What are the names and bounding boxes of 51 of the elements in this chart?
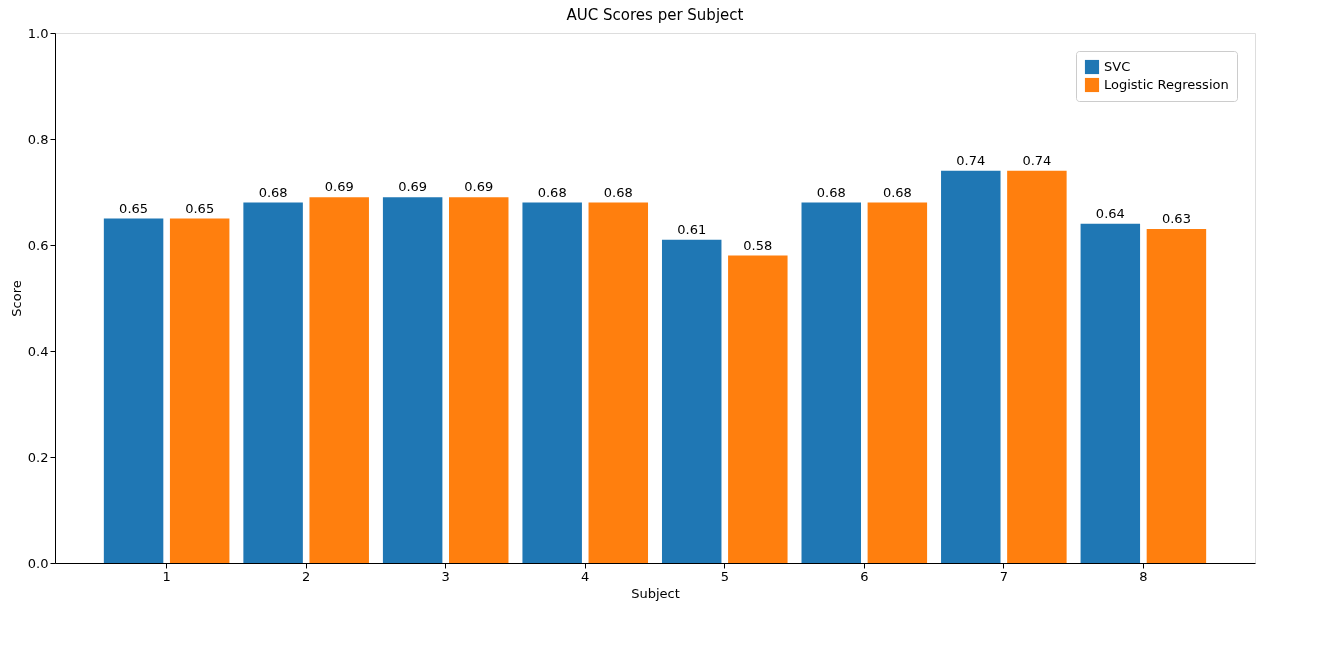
bar — [449, 197, 509, 563]
data-label: 0.58 — [743, 237, 773, 253]
x-tick-label: 8 — [1139, 568, 1148, 584]
y-tick-label: 0.0 — [27, 555, 49, 571]
y-tick-label: 0.6 — [27, 237, 49, 253]
bar — [1007, 170, 1067, 563]
x-tick-label: 4 — [581, 568, 590, 584]
data-label: 0.68 — [603, 184, 633, 200]
legend-label: SVC — [1104, 59, 1131, 74]
bar — [867, 202, 928, 563]
data-label: 0.69 — [464, 179, 494, 195]
data-label: 0.74 — [1022, 152, 1052, 168]
y-axis-title: Score — [8, 280, 24, 317]
data-label: 0.69 — [398, 179, 428, 195]
y-tick-label: 0.8 — [27, 131, 49, 147]
data-label: 0.68 — [882, 184, 912, 200]
chart-title: AUC Scores per Subject — [566, 6, 744, 24]
x-tick-label: 6 — [860, 568, 869, 584]
data-label: 0.65 — [185, 200, 215, 216]
data-label: 0.69 — [324, 179, 354, 195]
data-label: 0.64 — [1095, 205, 1125, 221]
bar — [382, 197, 443, 563]
y-tick-label: 0.4 — [27, 343, 49, 359]
bar — [169, 218, 230, 563]
bar — [309, 197, 369, 563]
data-label: 0.74 — [956, 152, 986, 168]
bar — [103, 218, 164, 563]
bar — [941, 170, 1001, 563]
y-tick-label: 0.2 — [27, 449, 49, 465]
data-label: 0.68 — [258, 184, 288, 200]
data-label: 0.61 — [677, 221, 707, 237]
x-tick-label: 2 — [302, 568, 311, 584]
bar — [1080, 223, 1141, 563]
bar — [588, 202, 649, 563]
data-label: 0.65 — [119, 200, 149, 216]
bar — [661, 239, 722, 563]
legend-label: Logistic Regression — [1104, 77, 1229, 92]
x-axis-title: Subject — [631, 585, 680, 601]
bar — [801, 202, 861, 563]
data-label: 0.68 — [537, 184, 567, 200]
x-tick-label: 3 — [441, 568, 450, 584]
y-tick-label: 1.0 — [27, 25, 49, 41]
x-tick-label: 5 — [720, 568, 729, 584]
bar — [1146, 229, 1207, 563]
bar — [243, 202, 303, 563]
x-tick-label: 7 — [999, 568, 1008, 584]
bar — [522, 202, 582, 563]
x-tick-label: 1 — [162, 568, 171, 584]
data-label: 0.63 — [1161, 211, 1191, 227]
data-label: 0.68 — [816, 184, 846, 200]
bar — [728, 255, 788, 563]
